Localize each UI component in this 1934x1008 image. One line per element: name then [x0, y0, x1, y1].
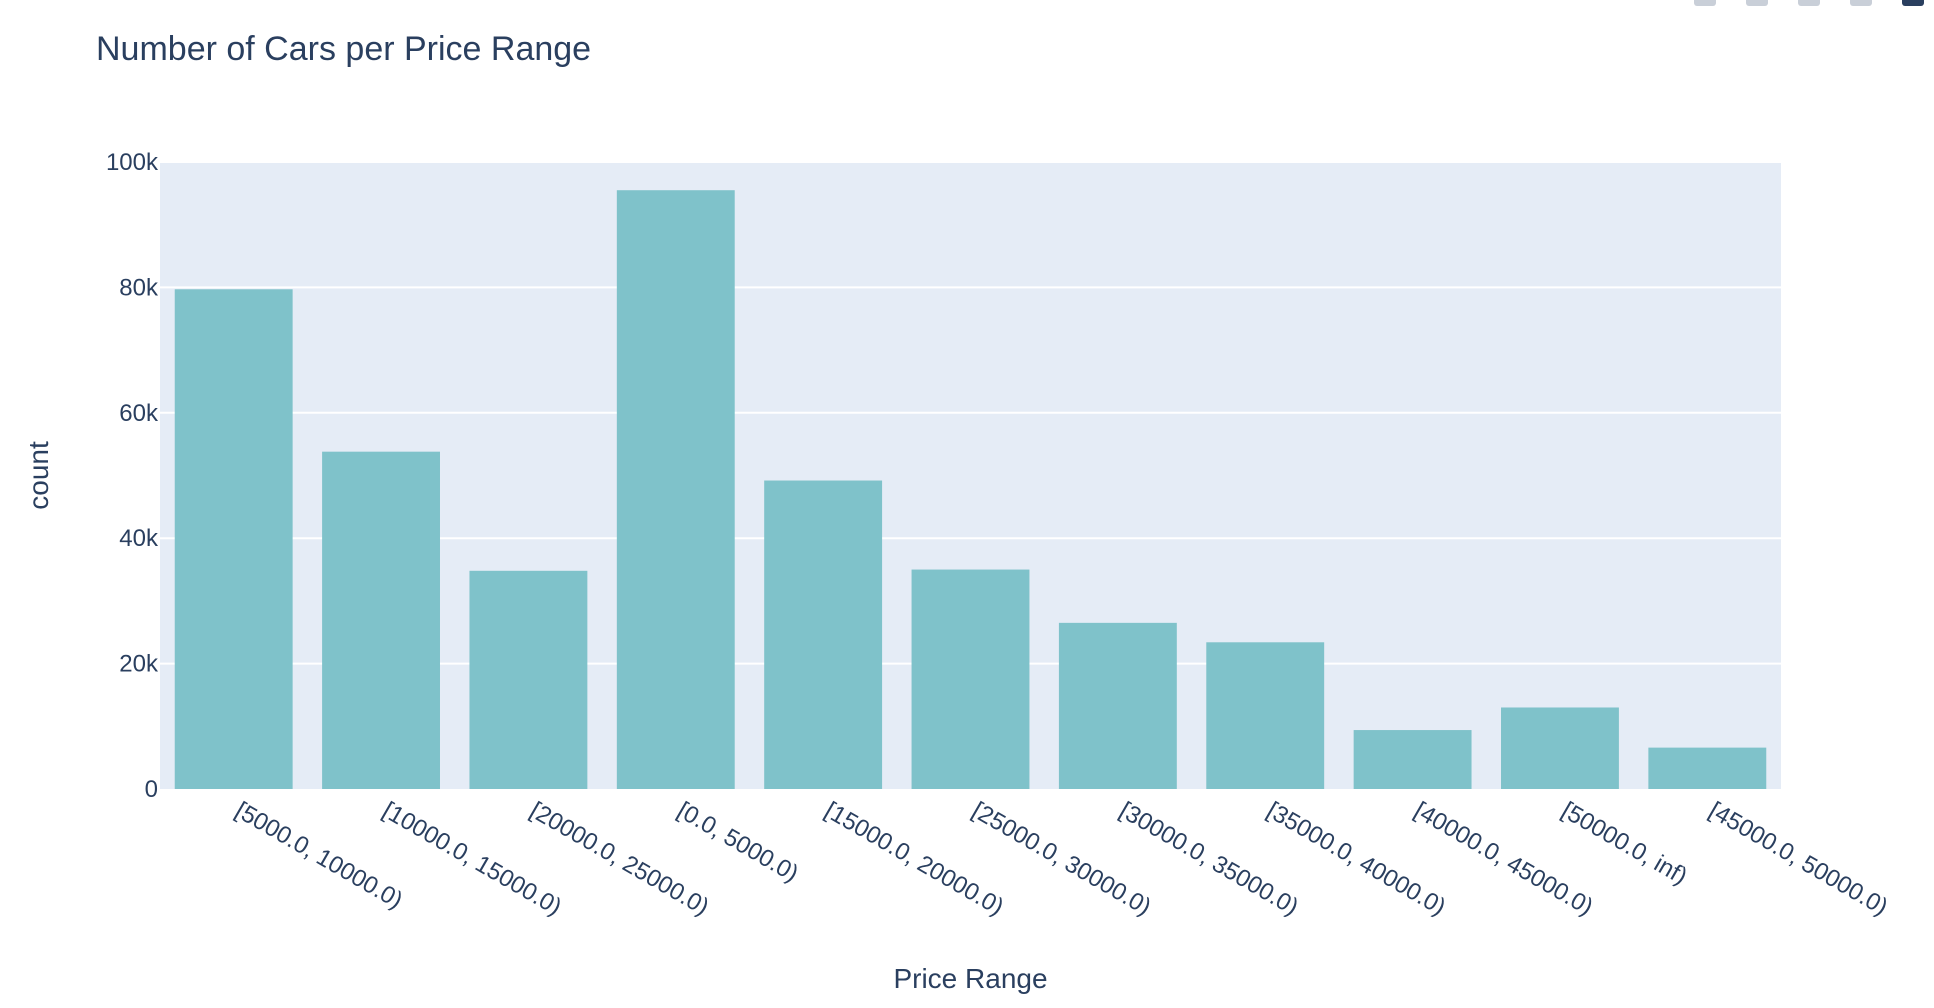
y-tick-label: 100k: [106, 149, 159, 176]
modebar-pan-icon[interactable]: [1798, 0, 1820, 6]
modebar: [1694, 0, 1934, 6]
bars: [174, 190, 1767, 790]
bar[interactable]: [1501, 707, 1619, 789]
bar[interactable]: [1206, 642, 1325, 789]
y-tick-label: 80k: [119, 274, 159, 301]
bar[interactable]: [1353, 730, 1472, 789]
bar[interactable]: [1058, 622, 1177, 789]
bar[interactable]: [322, 451, 440, 789]
bar[interactable]: [469, 570, 588, 789]
bar[interactable]: [174, 289, 293, 789]
bar[interactable]: [764, 480, 883, 789]
modebar-logo-icon[interactable]: [1902, 0, 1924, 6]
y-axis-title: count: [23, 441, 54, 510]
y-tick-label: 60k: [119, 400, 159, 427]
bar[interactable]: [911, 569, 1030, 789]
y-tick-label: 0: [145, 776, 158, 803]
bar[interactable]: [1648, 747, 1767, 789]
y-axis-ticks: 0 20k 40k 60k 80k 100k: [106, 149, 159, 803]
modebar-camera-icon[interactable]: [1694, 0, 1716, 6]
x-tick-label: [45000.0, 50000.0): [1704, 797, 1892, 921]
x-axis-ticks: [5000.0, 10000.0)[10000.0, 15000.0)[2000…: [231, 797, 1893, 921]
x-tick-label: [50000.0, inf): [1557, 797, 1692, 890]
modebar-zoom-icon[interactable]: [1746, 0, 1768, 6]
y-tick-label: 40k: [119, 525, 159, 552]
y-tick-label: 20k: [119, 651, 159, 678]
bar[interactable]: [616, 190, 735, 790]
modebar-autoscale-icon[interactable]: [1850, 0, 1872, 6]
chart-title: Number of Cars per Price Range: [96, 30, 591, 68]
x-axis-title: Price Range: [893, 963, 1047, 994]
x-tick-label: [0.0, 5000.0): [673, 797, 803, 888]
